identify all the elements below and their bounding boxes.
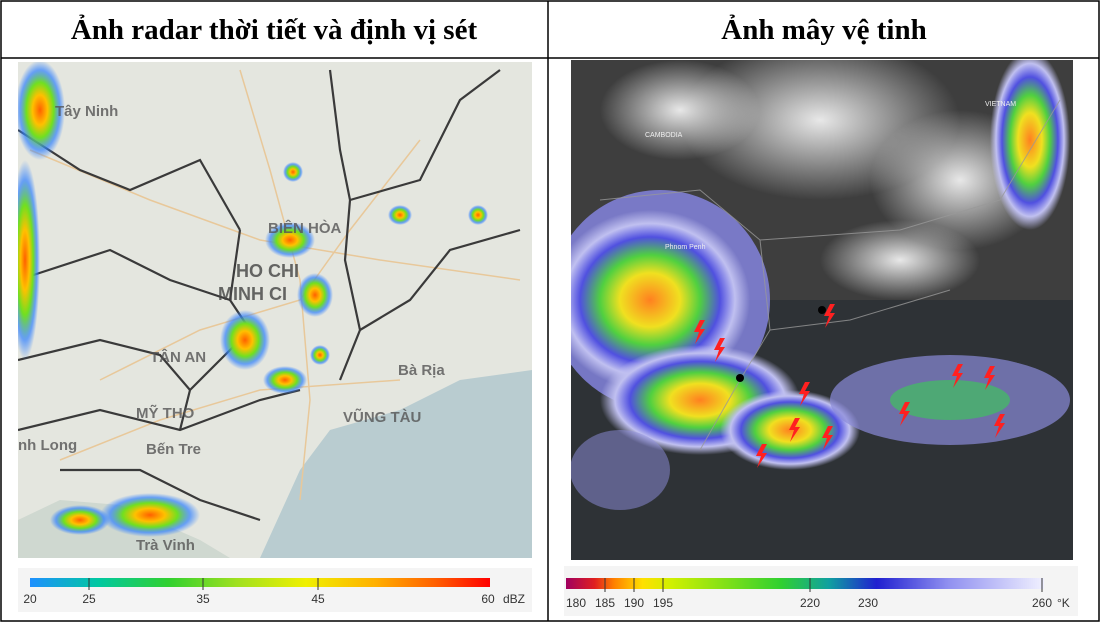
scale-tick: 195	[653, 596, 673, 610]
map-label: VIETNAM	[985, 101, 1016, 108]
scale-unit: °K	[1057, 596, 1070, 610]
map-label: MỸ THO	[136, 404, 195, 422]
map-label: Trà Vinh	[136, 537, 195, 554]
scale-tick: 35	[196, 592, 210, 606]
radar-colorbar: 20 25 35 45 60 dBZ	[18, 568, 532, 612]
map-label: VŨNG TÀU	[343, 408, 421, 426]
radar-map: Tây Ninh BIÊN HÒA HO CHI MINH CI TÂN AN …	[18, 62, 532, 558]
header-right: Ảnh mây vệ tinh	[721, 14, 926, 46]
scale-tick: 260	[1032, 596, 1052, 610]
scale-tick: 20	[23, 592, 37, 606]
map-label: Bến Tre	[146, 441, 201, 458]
map-label: CAMBODIA	[645, 132, 683, 139]
map-label: Bà Rịa	[398, 362, 445, 379]
map-label: nh Long	[18, 437, 77, 454]
map-label: MINH CI	[218, 284, 287, 304]
scale-tick: 220	[800, 596, 820, 610]
map-label: Phnom Penh	[665, 244, 706, 251]
scale-unit: dBZ	[503, 592, 525, 606]
header-left: Ảnh radar thời tiết và định vị sét	[71, 14, 478, 46]
map-label: Tây Ninh	[55, 103, 118, 120]
scale-tick: 60	[481, 592, 495, 606]
map-label: BIÊN HÒA	[268, 219, 342, 237]
scale-tick: 45	[311, 592, 325, 606]
scale-tick: 25	[82, 592, 96, 606]
satellite-map: CAMBODIA VIETNAM Phnom Penh	[571, 60, 1073, 560]
map-label: TÂN AN	[150, 348, 206, 366]
scale-tick: 190	[624, 596, 644, 610]
map-label: HO CHI	[236, 261, 299, 281]
scale-tick: 185	[595, 596, 615, 610]
scale-tick: 180	[566, 596, 586, 610]
satellite-colorbar: 180 185 190 195 220 230 260 °K	[564, 566, 1078, 616]
scale-tick: 230	[858, 596, 878, 610]
